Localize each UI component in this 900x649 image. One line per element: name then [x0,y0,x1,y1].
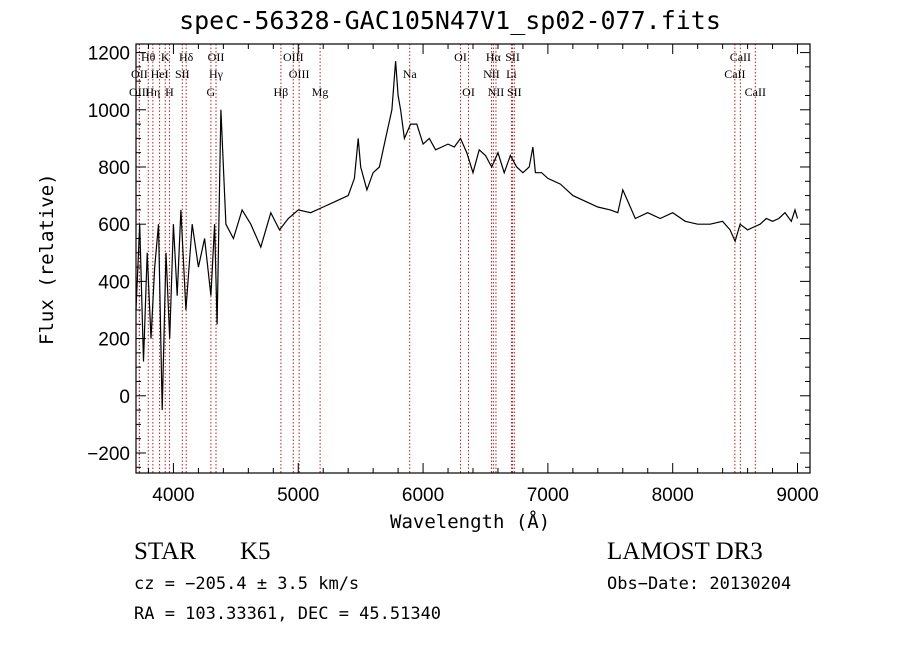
line-marker-label: H [165,85,174,99]
y-tick-label: 1200 [88,44,130,65]
line-marker-label: Hβ [274,85,289,99]
line-marker-label: OII [131,67,148,81]
line-marker-label: SII [175,67,190,81]
x-tick-label: 7000 [527,485,569,506]
y-tick-label: −200 [87,444,130,465]
line-marker-label: NII [488,85,505,99]
x-axis-label: Wavelength (Å) [390,511,551,533]
line-marker-label: K [161,50,170,64]
line-marker-label: NII [483,67,500,81]
redshift-velocity: cz = −205.4 ± 3.5 km/s [134,574,360,594]
line-marker-label: Na [403,67,418,81]
line-marker-label: OII [208,50,225,64]
y-tick-label: 600 [98,215,130,236]
y-tick-label: 1000 [88,101,130,122]
x-tick-label: 6000 [402,485,444,506]
line-marker-label: Hθ [141,50,156,64]
line-marker-label: OIII [129,85,150,99]
observation-date: Obs−Date: 20130204 [607,574,792,594]
line-marker-label: CaII [730,50,751,64]
object-subclass: K5 [240,538,271,565]
x-tick-label: 4000 [152,485,194,506]
survey-name: LAMOST DR3 [607,538,763,565]
line-marker-label: CaII [724,67,745,81]
x-tick-label: 9000 [776,485,818,506]
y-tick-label: 400 [98,272,130,293]
line-marker-label: Hα [486,50,502,64]
x-tick-label: 8000 [652,485,694,506]
line-marker-label: CaII [745,85,766,99]
line-marker-label: HeI [151,67,169,81]
line-marker-label: Hδ [179,50,194,64]
line-marker-label: Hγ [209,67,224,81]
object-class: STAR [134,538,196,565]
x-tick-label: 5000 [277,485,319,506]
line-marker-label: OIII [283,50,304,64]
line-marker-label: SII [507,85,522,99]
line-marker-label: Hη [145,85,160,99]
line-marker-label: OI [454,50,467,64]
chart-title: spec-56328-GAC105N47V1_sp02-077.fits [179,6,721,35]
line-marker-label: G [207,85,216,99]
coordinates: RA = 103.33361, DEC = 45.51340 [134,604,442,624]
y-axis-label: Flux (relative) [36,173,58,345]
line-marker-label: Mg [312,85,329,99]
y-tick-label: 0 [119,387,130,408]
line-marker-label: Li [506,67,517,81]
spectrum-line [135,61,799,411]
line-marker-label: SII [505,50,520,64]
line-marker-label: OI [462,85,475,99]
plot-frame [135,43,811,474]
y-tick-label: 200 [98,330,130,351]
y-tick-label: 800 [98,158,130,179]
line-marker-label: OIII [289,67,310,81]
